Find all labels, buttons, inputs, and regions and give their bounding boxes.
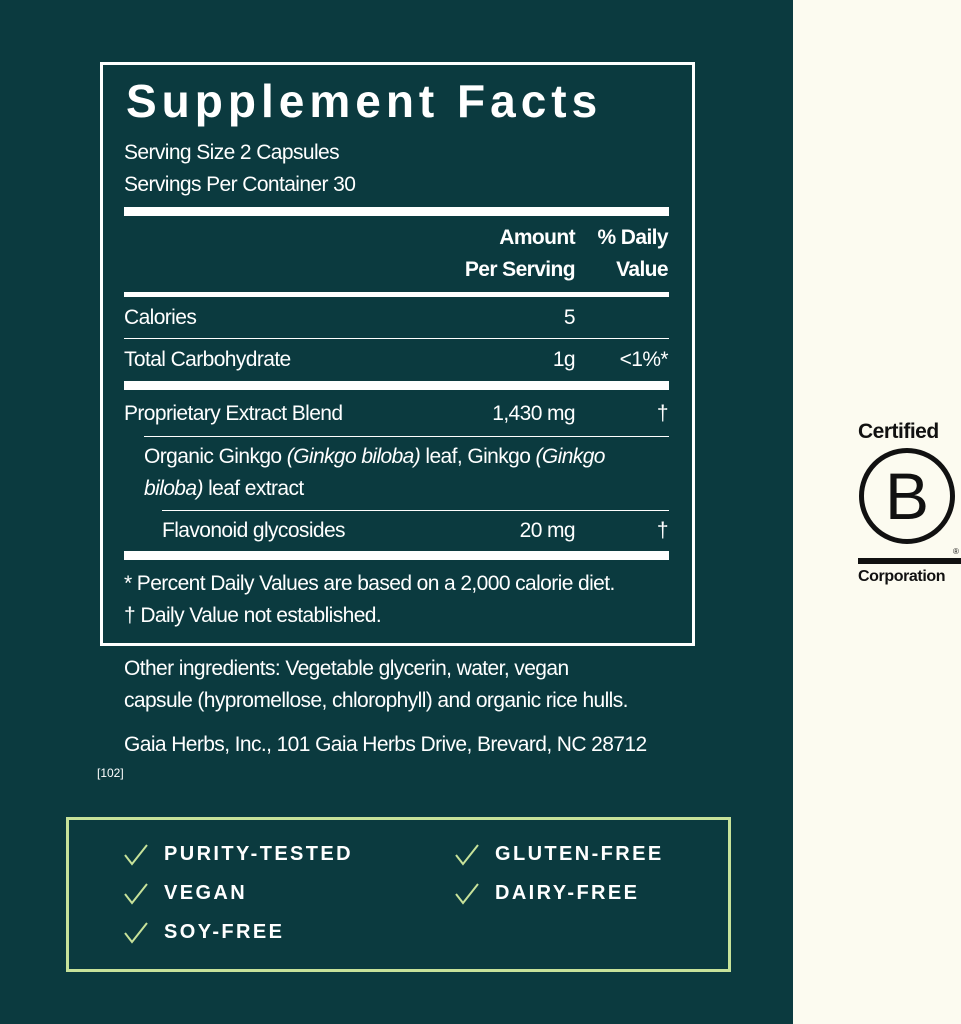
bcorp-corporation: Corporation <box>858 568 946 585</box>
divider-thin <box>124 338 669 339</box>
label-panel: Supplement Facts Serving Size 2 Capsules… <box>0 0 793 1024</box>
other-ingredients-line-2: capsule (hypromellose, chlorophyll) and … <box>124 689 628 712</box>
check-icon <box>455 882 479 905</box>
footnote-not-established: † Daily Value not established. <box>124 604 382 627</box>
bcorp-registered: ® <box>953 547 959 556</box>
badge-gluten-free: GLUTEN-FREE <box>455 843 664 866</box>
badges-box <box>66 817 731 972</box>
row-dv: † <box>656 519 669 542</box>
address: Gaia Herbs, Inc., 101 Gaia Herbs Drive, … <box>124 733 647 756</box>
row-dv: <1%* <box>619 348 669 371</box>
row-name: Proprietary Extract Blend <box>124 402 343 425</box>
supplement-facts-box <box>100 62 695 646</box>
other-ingredients-line-1: Other ingredients: Vegetable glycerin, w… <box>124 657 569 680</box>
divider-thin <box>162 510 669 511</box>
col-dv-1: % Daily <box>597 226 669 249</box>
col-amount-1: Amount <box>499 226 575 249</box>
blend-description-line-2: biloba) leaf extract <box>144 477 304 500</box>
bcorp-letter: B <box>884 459 930 533</box>
row-amount: 5 <box>563 306 576 329</box>
bcorp-circle: B <box>859 448 955 544</box>
badge-soy-free: SOY-FREE <box>124 921 284 944</box>
bcorp-bar <box>858 558 961 564</box>
divider-medium <box>124 292 669 297</box>
divider-thin <box>144 436 669 437</box>
check-icon <box>455 843 479 866</box>
code: [102] <box>97 766 124 780</box>
serving-size: Serving Size 2 Capsules <box>124 141 340 164</box>
badge-dairy-free: DAIRY-FREE <box>455 882 639 905</box>
check-icon <box>124 882 148 905</box>
row-dv: † <box>656 402 669 425</box>
check-icon <box>124 921 148 944</box>
col-dv-2: Value <box>616 258 668 281</box>
row-amount: 1g <box>552 348 576 371</box>
col-amount-2: Per Serving <box>464 258 576 281</box>
badge-purity-tested: PURITY-TESTED <box>124 843 353 866</box>
check-icon <box>124 843 148 866</box>
badge-vegan: VEGAN <box>124 882 247 905</box>
divider-thick <box>124 207 669 216</box>
row-amount: 20 mg <box>519 519 576 542</box>
divider-thick <box>124 551 669 560</box>
row-name: Total Carbohydrate <box>124 348 291 371</box>
divider-thick <box>124 381 669 390</box>
bcorp-certified: Certified <box>858 420 939 443</box>
b-corp-logo: Certified B ® Corporation <box>858 420 961 586</box>
footnote-daily-values: * Percent Daily Values are based on a 2,… <box>124 572 615 595</box>
facts-title: Supplement Facts <box>126 75 603 127</box>
row-name: Calories <box>124 306 197 329</box>
servings-per-container: Servings Per Container 30 <box>124 173 356 196</box>
blend-description-line-1: Organic Ginkgo (Ginkgo biloba) leaf, Gin… <box>144 445 605 468</box>
row-amount: 1,430 mg <box>492 402 575 425</box>
row-name: Flavonoid glycosides <box>162 519 346 542</box>
